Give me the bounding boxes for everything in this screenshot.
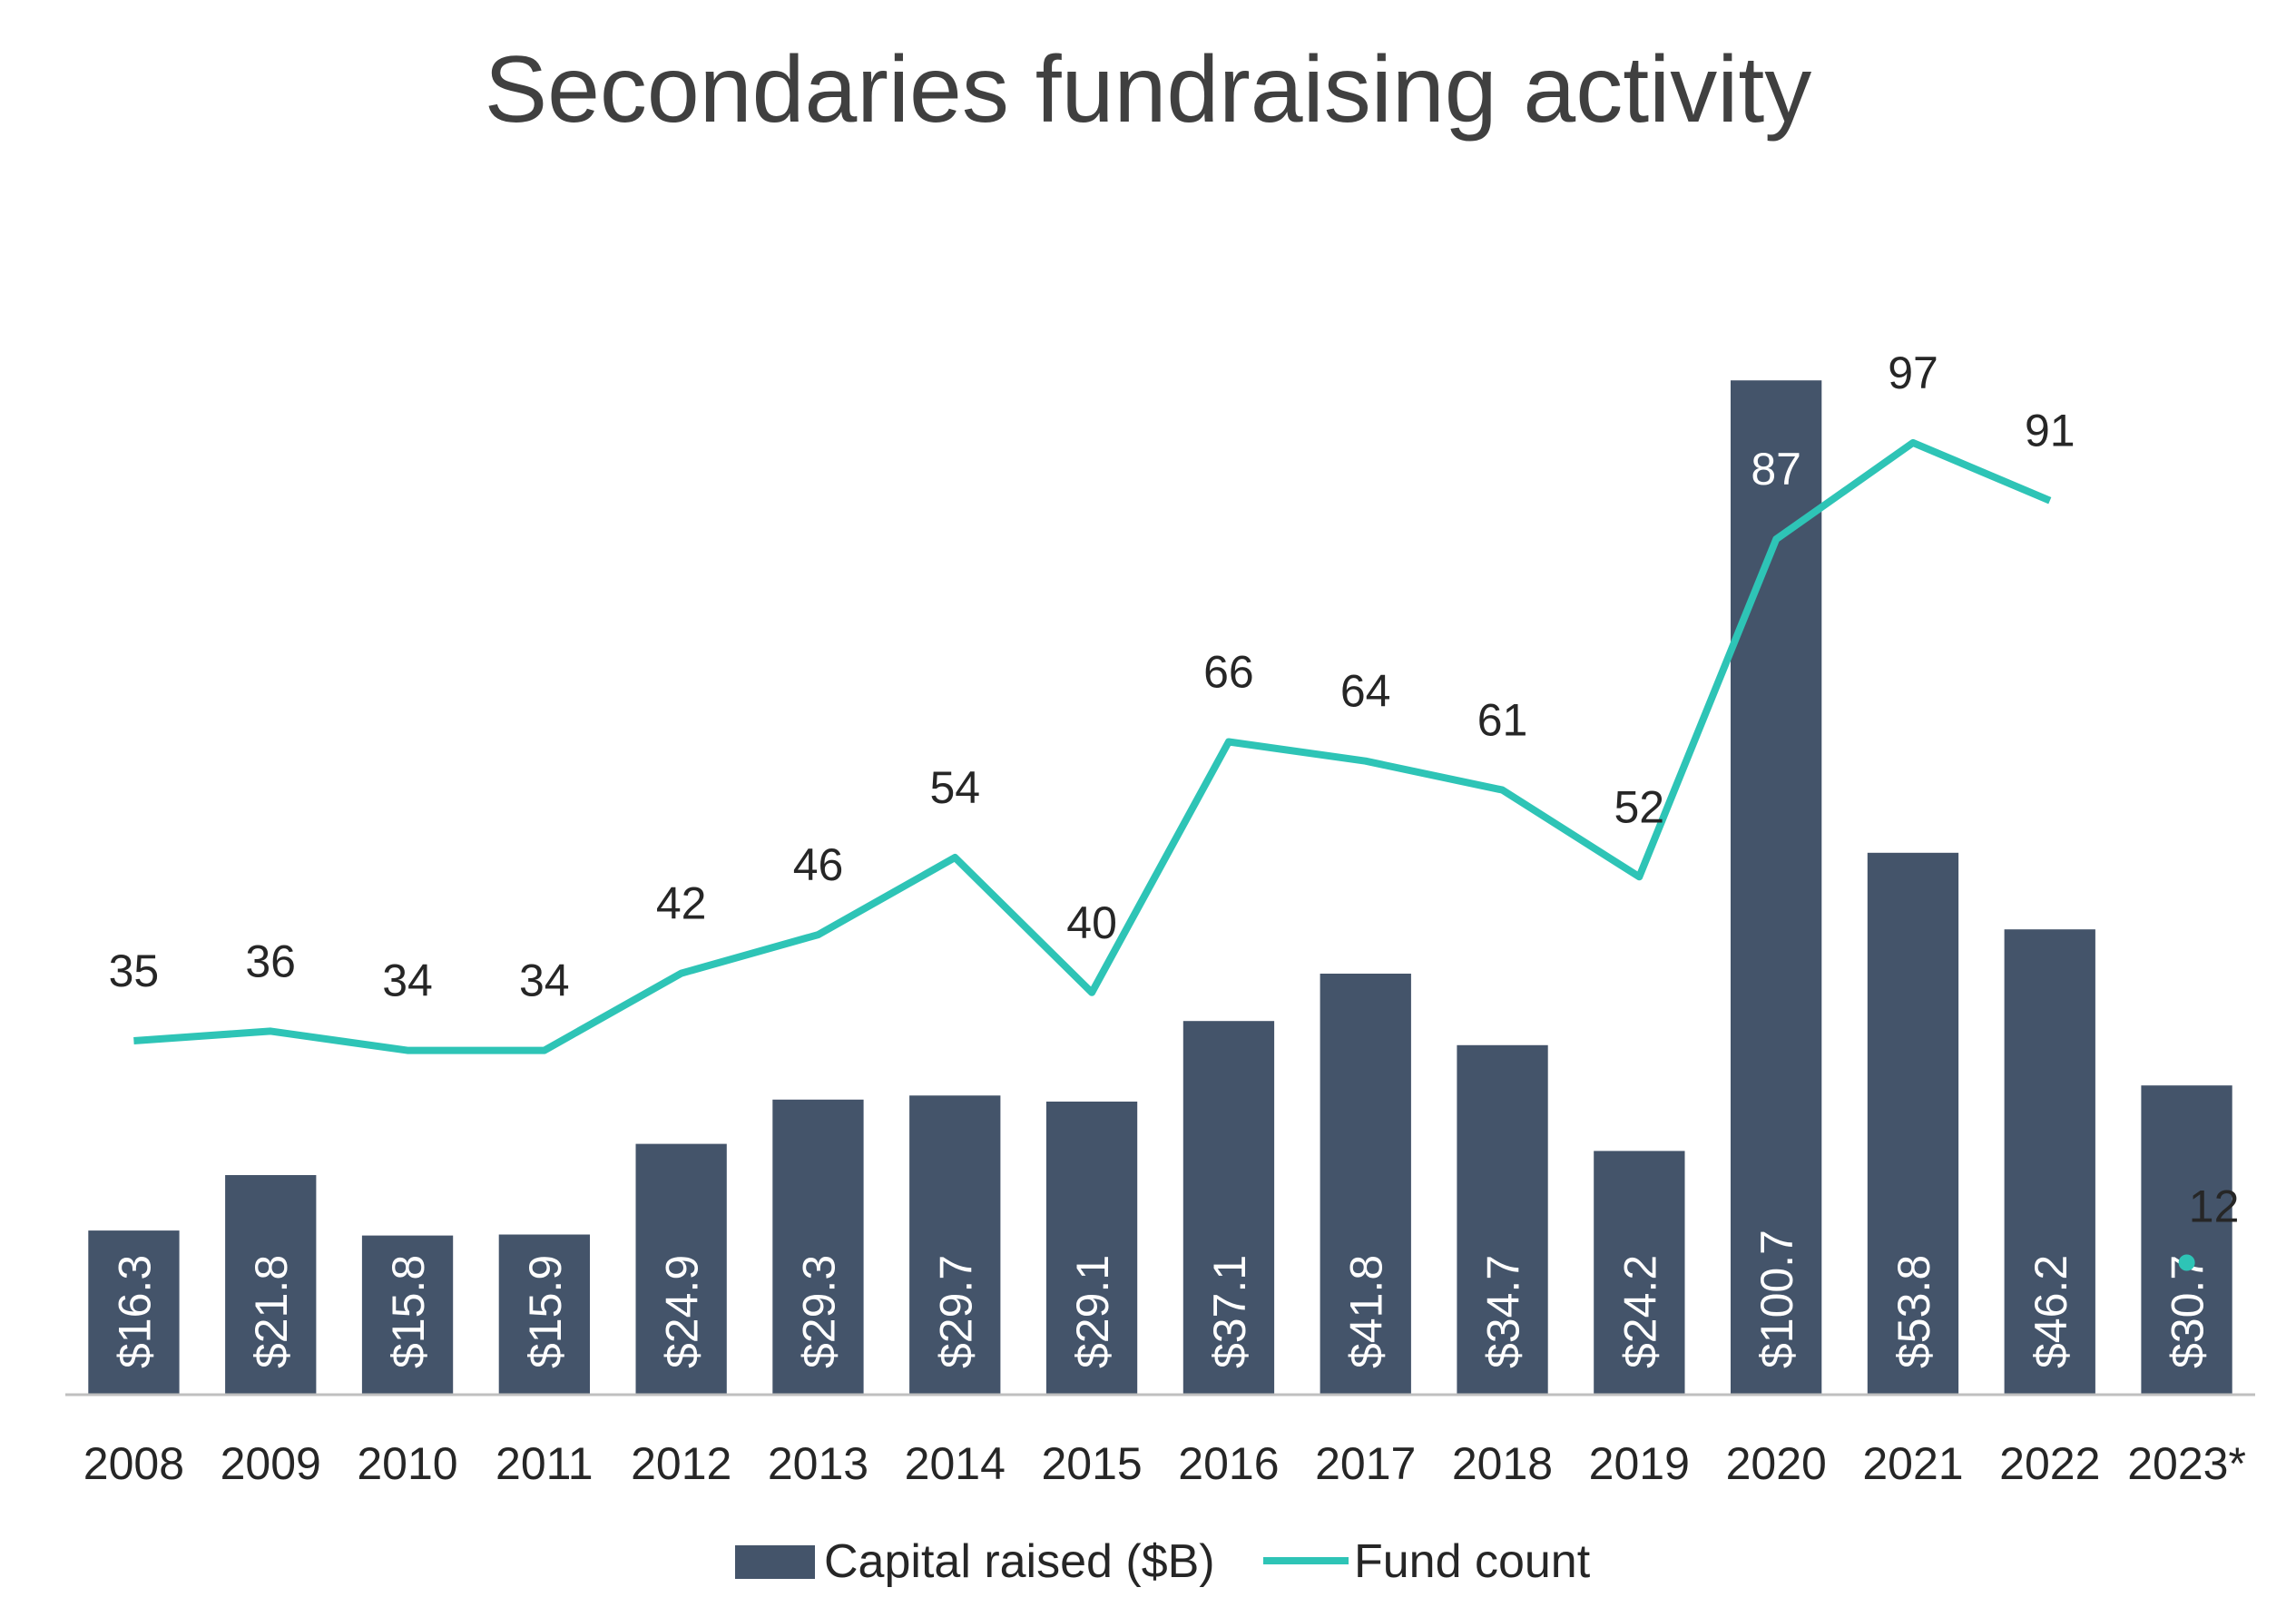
bar-2009 [225, 1175, 317, 1395]
bar-2008 [88, 1230, 180, 1395]
bar-2010 [361, 1235, 454, 1395]
fund-count-label-2020: 87 [1751, 444, 1801, 495]
bar-value-label-2010: $15.8 [383, 1255, 434, 1368]
fund-count-label-2022: 91 [2025, 406, 2075, 456]
line-labels: 35 36 34 34 42 46 54 40 66 64 61 52 87 97 91 12 [109, 348, 2240, 1232]
x-tick-2018: 2018 [1452, 1438, 1553, 1489]
x-tick-2015: 2015 [1041, 1438, 1142, 1489]
fund-count-label-2009: 36 [245, 936, 296, 986]
bar-2015 [1045, 1102, 1138, 1395]
x-tick-2012: 2012 [631, 1438, 731, 1489]
bar-2021 [1867, 852, 1959, 1395]
bar-value-label-2020: $100.7 [1751, 1230, 1802, 1368]
x-axis-ticks: 2008 2009 2010 2011 2012 2013 2014 2015 2016 2017… [83, 1438, 2246, 1489]
x-tick-2011: 2011 [496, 1438, 594, 1489]
bar-value-label-2021: $53.8 [1889, 1255, 1939, 1368]
legend-label-capital: Capital raised ($B) [824, 1535, 1215, 1588]
legend-label-fund-count: Fund count [1354, 1535, 1591, 1588]
fund-count-label-2014: 54 [929, 762, 980, 813]
bar-value-label-2015: $29.1 [1067, 1255, 1118, 1368]
fund-count-point-2023* [2178, 1254, 2195, 1271]
x-tick-2019: 2019 [1589, 1438, 1690, 1489]
bar-value-label-2023*: $30.7 [2163, 1255, 2213, 1368]
bar-2011 [498, 1234, 590, 1395]
bar-2014 [909, 1095, 1001, 1395]
fund-count-label-2015: 40 [1066, 897, 1117, 948]
bar-value-label-2022: $46.2 [2026, 1255, 2076, 1368]
x-tick-2008: 2008 [83, 1438, 184, 1489]
x-tick-2020: 2020 [1726, 1438, 1827, 1489]
bar-series [88, 380, 2232, 1396]
fund-count-label-2013: 46 [793, 839, 844, 890]
fund-count-label-2008: 35 [109, 946, 160, 996]
chart-title: Secondaries fundraising activity [484, 37, 1812, 142]
x-tick-2021: 2021 [1862, 1438, 1963, 1489]
fund-count-label-2021: 97 [1888, 348, 1938, 398]
bar-value-label-2012: $24.9 [657, 1255, 708, 1368]
bar-value-label-2018: $34.7 [1478, 1255, 1529, 1368]
fund-count-label-2018: 61 [1477, 695, 1528, 746]
x-tick-2017: 2017 [1315, 1438, 1416, 1489]
bar-value-label-2009: $21.8 [246, 1255, 297, 1368]
bar-2013 [772, 1099, 864, 1395]
bar-2019 [1594, 1151, 1685, 1395]
x-tick-2013: 2013 [768, 1438, 868, 1489]
fund-count-label-2017: 64 [1340, 666, 1391, 717]
x-tick-2009: 2009 [221, 1438, 321, 1489]
x-tick-2016: 2016 [1178, 1438, 1279, 1489]
x-tick-2023*: 2023* [2127, 1438, 2246, 1489]
x-tick-2014: 2014 [905, 1438, 1006, 1489]
fund-count-label-2016: 66 [1203, 647, 1254, 698]
fund-count-label-2010: 34 [382, 956, 433, 1006]
fund-count-label-2012: 42 [656, 878, 707, 929]
bar-value-label-2013: $29.3 [793, 1255, 844, 1368]
bar-2020 [1731, 380, 1822, 1396]
bar-value-label-2008: $16.3 [109, 1255, 160, 1368]
bar-value-label-2017: $41.8 [1341, 1255, 1392, 1368]
bar-2017 [1320, 974, 1411, 1395]
x-tick-2022: 2022 [1999, 1438, 2100, 1489]
bar-value-label-2014: $29.7 [930, 1255, 981, 1368]
bar-value-label-2019: $24.2 [1614, 1255, 1665, 1368]
bar-value-label-2016: $37.1 [1204, 1255, 1255, 1368]
fund-count-label-2011: 34 [519, 956, 570, 1006]
fund-count-line [133, 438, 2052, 1054]
bar-2022 [2004, 929, 2095, 1395]
x-tick-2010: 2010 [357, 1438, 457, 1489]
fund-count-label-2023*: 12 [2189, 1181, 2240, 1232]
bar-2016 [1182, 1021, 1275, 1395]
legend: Capital raised ($B) Fund count [735, 1535, 1591, 1588]
bar-2012 [635, 1143, 727, 1395]
bar-value-label-2011: $15.9 [520, 1255, 571, 1368]
line-series [133, 438, 2195, 1271]
bar-2023* [2141, 1085, 2232, 1395]
fund-count-label-2019: 52 [1614, 781, 1664, 832]
bar-labels: $16.3 $21.8 $15.8 $15.9 $24.9 $29.3 $29.7 $29.1… [109, 1230, 2213, 1368]
bar-2018 [1457, 1044, 1548, 1395]
legend-swatch-capital [735, 1545, 815, 1579]
